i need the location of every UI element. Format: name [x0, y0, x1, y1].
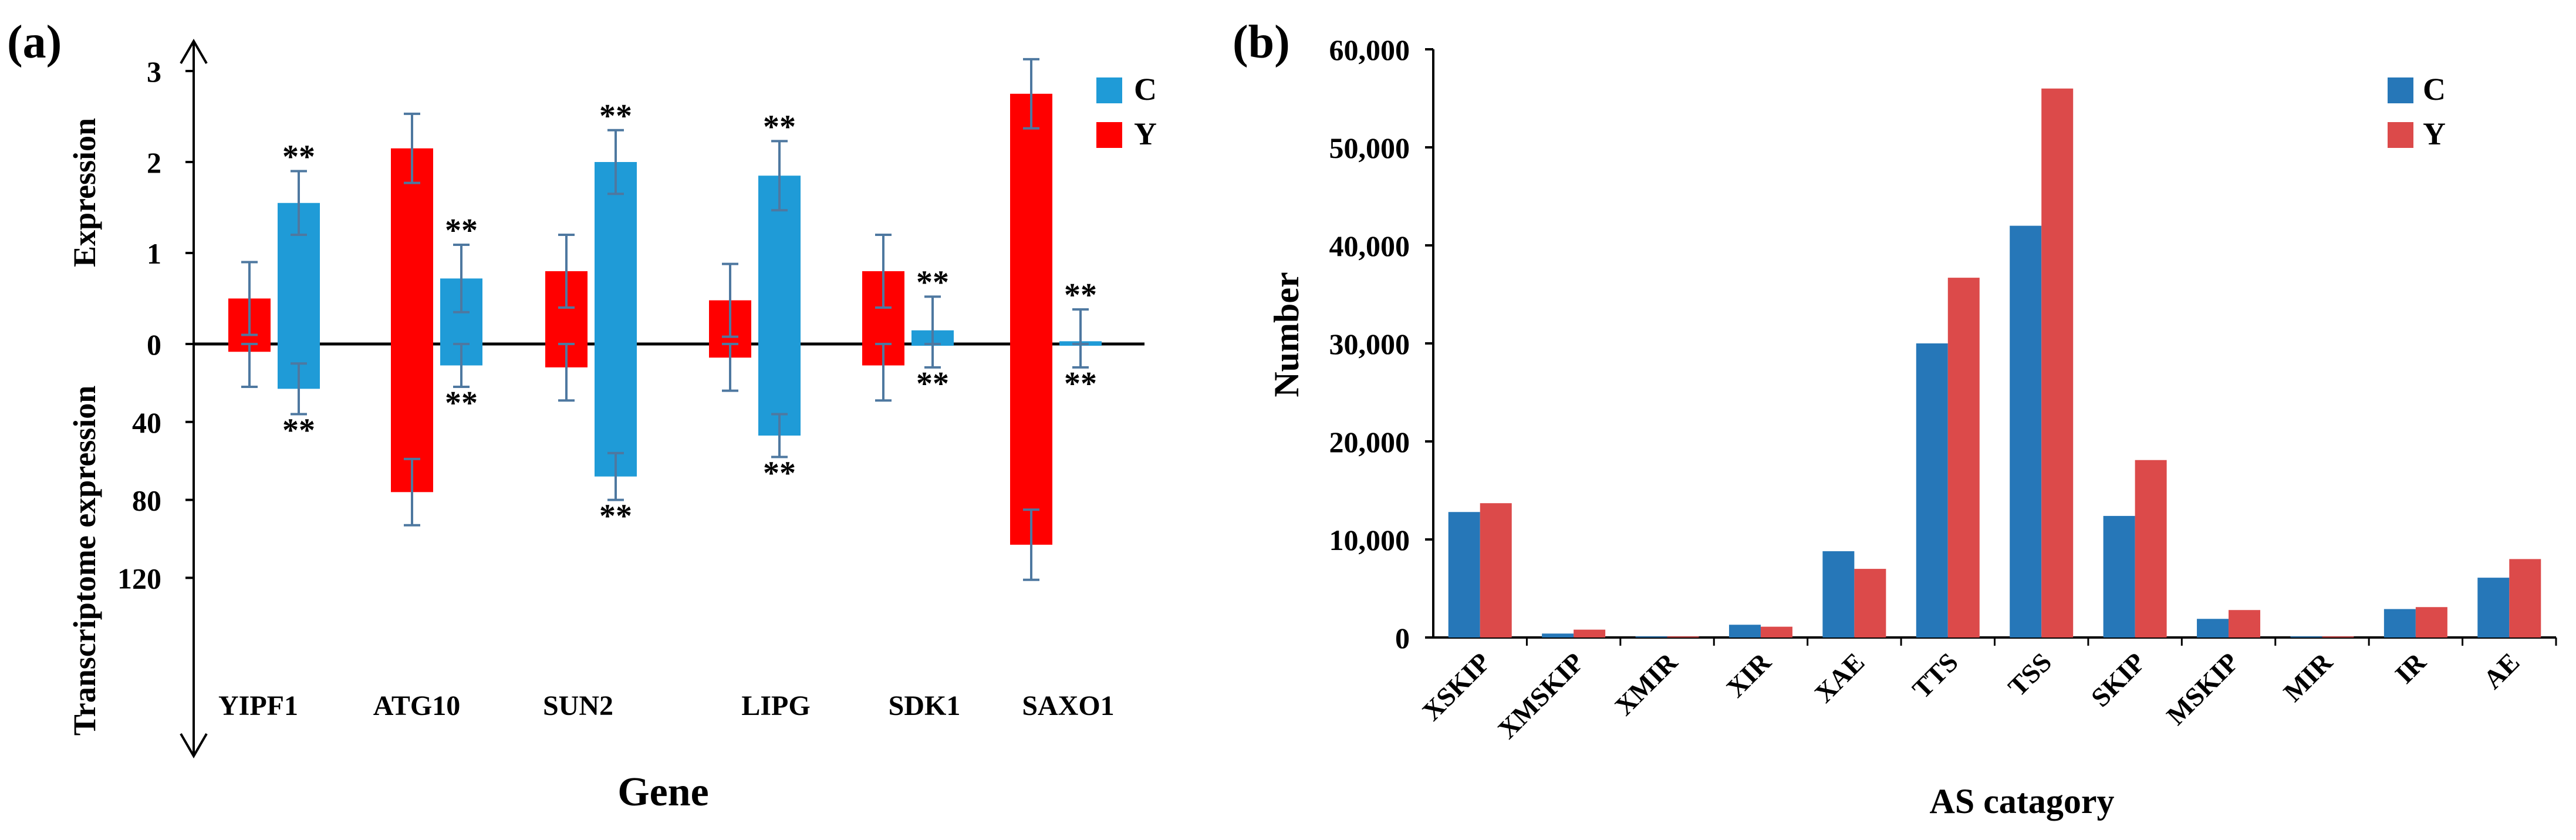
gene-label: SAXO1	[1022, 690, 1114, 721]
sig-marker-top: **	[763, 109, 796, 145]
panel-a-tick-label: 40	[132, 406, 161, 439]
panel-b-ylabel: Number	[1267, 272, 1306, 397]
sig-marker-top: **	[282, 139, 315, 176]
bar-c	[2010, 225, 2042, 638]
bar-y	[2135, 460, 2167, 637]
panel-b-tick-label: 60,000	[1329, 33, 1410, 66]
panel-b-tick-label: 30,000	[1329, 328, 1410, 360]
bar-y	[1854, 569, 1886, 637]
bar-c	[2290, 636, 2322, 637]
panel-b-tick-label: 20,000	[1329, 426, 1410, 458]
panel-b-tick-label: 0	[1395, 622, 1410, 655]
gene-label: SUN2	[543, 690, 613, 721]
sig-marker-bottom: **	[1064, 366, 1097, 402]
panel-a-tick-label: 80	[132, 484, 161, 517]
gene-label: SDK1	[889, 690, 961, 721]
category-label: AE	[2477, 647, 2525, 694]
bar-y	[2415, 607, 2447, 637]
panel-a-tick-label: 3	[147, 55, 161, 88]
bar-y	[1947, 278, 1980, 637]
bar-c	[1916, 343, 1948, 637]
bar-y	[2041, 88, 2074, 638]
bar-c	[1728, 625, 1761, 637]
panel-a-y-axis-arrow-bottom	[180, 733, 208, 758]
category-label: SKIP	[2085, 647, 2151, 713]
sig-marker-bottom: **	[282, 413, 315, 449]
bar-c	[1822, 551, 1855, 637]
panel-a-xlabel: Gene	[617, 770, 709, 815]
category-label: MSKIP	[2160, 647, 2244, 731]
panel-b-tick-label: 10,000	[1329, 524, 1410, 556]
panel-a-y-axis-arrow-top	[180, 39, 208, 65]
panel-a-tick-label: 2	[147, 146, 161, 179]
panel-b-label: (b)	[1233, 16, 1290, 68]
gene-label: YIPF1	[218, 690, 298, 721]
bar-c	[1635, 636, 1667, 637]
panel-a-ylabel-bottom: Transcriptome expression	[67, 386, 102, 736]
legend-a-c-label: C	[1134, 72, 1157, 107]
bar-y	[1667, 636, 1699, 637]
bar-y	[2322, 636, 2354, 637]
bar-y	[2229, 610, 2261, 637]
bar-c	[1542, 633, 1574, 637]
panel-b-tick-label: 40,000	[1329, 230, 1410, 262]
gene-label: ATG10	[373, 690, 460, 721]
sig-marker-bottom: **	[599, 498, 632, 535]
bar-y	[1480, 503, 1512, 637]
legend-b-y-swatch	[2388, 122, 2413, 148]
sig-marker-top: **	[599, 98, 632, 134]
legend-b-c-swatch	[2388, 77, 2413, 103]
category-label: XAE	[1809, 647, 1871, 709]
bar-y	[2509, 559, 2541, 637]
category-label: XSKIP	[1416, 647, 1495, 726]
panel-a-tick-label: 0	[147, 328, 161, 361]
sig-marker-top: **	[445, 212, 478, 249]
legend-a-y-label: Y	[1134, 116, 1157, 151]
bar-y	[1760, 626, 1792, 637]
sig-marker-bottom: **	[763, 456, 796, 492]
bar-c	[2197, 619, 2229, 637]
category-label: XMIR	[1609, 646, 1683, 721]
sig-marker-bottom: **	[445, 385, 478, 421]
bar-c	[2477, 578, 2510, 637]
panel-a-label: (a)	[7, 16, 62, 68]
category-label: XIR	[1720, 646, 1777, 703]
bar-c	[1448, 512, 1480, 637]
panel-a: (a) Expression Transcriptome expression …	[7, 16, 1157, 815]
panel-b-xlabel: AS catagory	[1930, 782, 2115, 821]
panel-a-tick-label: 1	[147, 237, 161, 270]
bar-y-top	[1010, 93, 1052, 344]
category-label: TTS	[1906, 647, 1964, 704]
category-label: MIR	[2278, 646, 2338, 707]
bar-c	[2383, 609, 2416, 637]
category-label: TSS	[2002, 647, 2057, 702]
sig-marker-top: **	[1064, 277, 1097, 313]
legend-b-y-label: Y	[2423, 116, 2446, 151]
category-label: XMSKIP	[1492, 647, 1589, 744]
sig-marker-top: **	[916, 264, 949, 301]
bar-y	[1574, 629, 1606, 637]
legend-a-y-swatch	[1096, 122, 1122, 148]
panel-a-tick-label: 120	[117, 562, 161, 595]
sig-marker-bottom: **	[916, 366, 949, 402]
panel-a-ylabel-top: Expression	[67, 118, 102, 267]
gene-label: LIPG	[741, 690, 810, 721]
legend-b-c-label: C	[2423, 72, 2446, 107]
legend-a-c-swatch	[1096, 77, 1122, 103]
panel-b-tick-label: 50,000	[1329, 131, 1410, 164]
category-label: IR	[2389, 646, 2432, 689]
bar-c	[2103, 515, 2135, 637]
panel-b: (b) Number AS catagory 0 10,000 20,000 30,0…	[1233, 16, 2557, 821]
